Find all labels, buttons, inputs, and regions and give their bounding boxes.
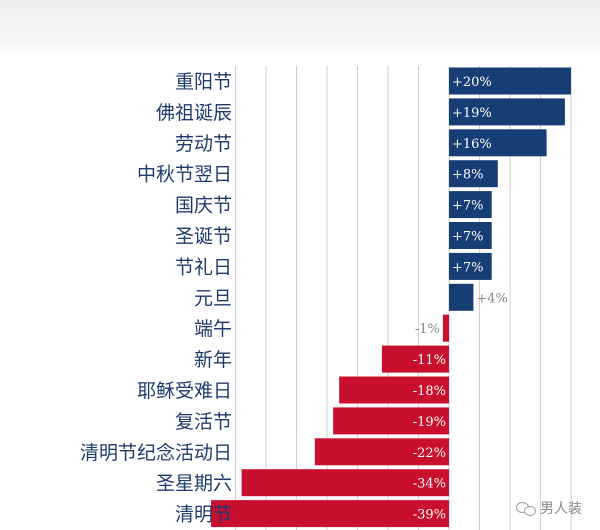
category-label: 国庆节 (175, 195, 232, 217)
value-label: +20% (452, 75, 492, 90)
category-label: 端午 (194, 318, 232, 340)
bar (314, 438, 449, 466)
bar (449, 129, 547, 157)
value-label: +7% (452, 230, 484, 245)
category-label: 圣星期六 (156, 473, 232, 495)
category-label: 节礼日 (175, 256, 232, 278)
value-label: +16% (452, 137, 492, 152)
wechat-icon (516, 500, 536, 516)
watermark-text: 男人装 (540, 501, 582, 517)
labels: 重阳节 +20% 佛祖诞辰 +19% 劳动节 +16% 中秋节翌日 +8% 国庆节 +7% 圣诞节 +… (80, 71, 508, 526)
category-label: 耶稣受难日 (137, 380, 232, 402)
value-label: +19% (452, 106, 492, 121)
bar (449, 98, 565, 126)
value-label: -19% (413, 415, 446, 430)
category-label: 清明节纪念活动日 (80, 441, 232, 464)
value-label: -11% (413, 353, 446, 368)
category-label: 圣诞节 (175, 226, 232, 248)
category-label: 新年 (194, 349, 232, 371)
value-label: +7% (452, 260, 484, 275)
value-label: -1% (415, 322, 440, 337)
value-label: -22% (413, 446, 446, 461)
bar (449, 252, 492, 280)
watermark: 男人装 (516, 498, 582, 518)
category-label: 复活节 (175, 411, 232, 433)
bar (442, 314, 449, 342)
bar (339, 376, 449, 404)
bars (211, 67, 571, 528)
value-label: -18% (413, 384, 446, 399)
category-label: 佛祖诞辰 (156, 102, 232, 124)
value-label: +4% (476, 291, 508, 306)
value-label: -39% (413, 508, 446, 523)
bar (333, 407, 449, 435)
category-label: 中秋节翌日 (137, 164, 232, 186)
value-label: -34% (413, 477, 446, 492)
bar (241, 469, 449, 497)
value-label: +7% (452, 199, 484, 214)
bar (449, 67, 571, 95)
bar (449, 191, 492, 219)
category-label: 元旦 (194, 287, 232, 309)
value-label: +8% (452, 168, 484, 183)
category-label: 清明节 (175, 504, 232, 526)
bar (211, 500, 449, 528)
bar (449, 222, 492, 249)
bar (381, 345, 449, 373)
bar (449, 160, 498, 188)
category-label: 劳动节 (175, 133, 232, 155)
header-band (0, 0, 600, 58)
bar (449, 283, 474, 311)
category-label: 重阳节 (175, 71, 232, 93)
